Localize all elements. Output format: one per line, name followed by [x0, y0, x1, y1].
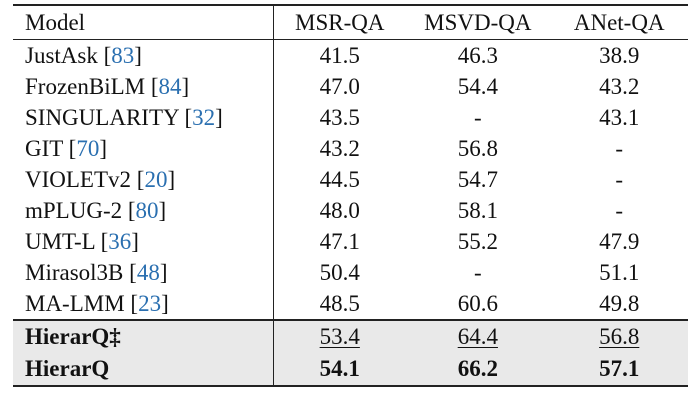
model-name: GIT: [25, 136, 63, 161]
score-cell: -: [473, 105, 482, 130]
best-score: 54.1: [319, 356, 360, 381]
second-best-score: 56.8: [599, 324, 640, 349]
model-name-cell: UMT-L [36]: [13, 226, 275, 257]
score-cell: -: [615, 136, 624, 161]
baseline-rows: JustAsk [83] 41.5 46.3 38.9 FrozenBiLM [84] 4…: [13, 39, 688, 320]
score-cell: 47.9: [599, 229, 640, 254]
citation-link[interactable]: 20: [144, 167, 168, 192]
score-cell: 54.1: [274, 353, 405, 386]
citation-link[interactable]: 84: [158, 74, 182, 99]
table-row: JustAsk [83] 41.5 46.3 38.9: [13, 39, 688, 71]
score-cell: 56.8: [457, 136, 498, 161]
model-name: mPLUG-2: [25, 198, 123, 223]
citation-link[interactable]: 32: [192, 105, 216, 130]
model-name: FrozenBiLM: [25, 74, 146, 99]
score-cell: 49.8: [599, 291, 640, 316]
score-cell: 55.2: [457, 229, 498, 254]
model-name: HierarQ‡: [13, 320, 275, 353]
model-name-cell: SINGULARITY [32]: [13, 102, 275, 133]
score-cell: 43.2: [319, 136, 360, 161]
model-name: VIOLETv2: [25, 167, 132, 192]
model-name-cell: Mirasol3B [48]: [13, 257, 275, 288]
score-cell: 58.1: [457, 198, 498, 223]
model-name-cell: mPLUG-2 [80]: [13, 195, 275, 226]
results-table: Model MSR-QA MSVD-QA ANet-QA JustAsk [83…: [13, 4, 688, 387]
model-name: SINGULARITY: [25, 105, 179, 130]
header-anet-qa: ANet-QA: [573, 10, 665, 35]
table-header: Model MSR-QA MSVD-QA ANet-QA: [13, 5, 688, 40]
citation-link[interactable]: 23: [138, 291, 162, 316]
highlighted-row: HierarQ‡ 53.4 64.4 56.8: [13, 320, 688, 353]
score-cell: 51.1: [599, 260, 640, 285]
model-name-cell: MA-LMM [23]: [13, 288, 275, 320]
table-row: UMT-L [36] 47.1 55.2 47.9: [13, 226, 688, 257]
table-row: FrozenBiLM [84] 47.0 54.4 43.2: [13, 71, 688, 102]
score-cell: 43.2: [599, 74, 640, 99]
score-cell: 48.0: [319, 198, 360, 223]
model-name-cell: JustAsk [83]: [13, 39, 275, 71]
table-row: Mirasol3B [48] 50.4 - 51.1: [13, 257, 688, 288]
score-cell: 66.2: [405, 353, 550, 386]
model-name: JustAsk: [25, 43, 98, 68]
table-row: MA-LMM [23] 48.5 60.6 49.8: [13, 288, 688, 320]
table-row: SINGULARITY [32] 43.5 - 43.1: [13, 102, 688, 133]
citation-link[interactable]: 80: [135, 198, 159, 223]
model-name: UMT-L: [25, 229, 95, 254]
proposed-rows: HierarQ‡ 53.4 64.4 56.8 HierarQ 54.1 66.2 57.1: [13, 320, 688, 386]
model-name-cell: GIT [70]: [13, 133, 275, 164]
score-cell: 56.8: [550, 320, 688, 353]
score-cell: -: [473, 260, 482, 285]
model-name: HierarQ: [13, 353, 275, 386]
score-cell: -: [615, 167, 624, 192]
model-name-cell: VIOLETv2 [20]: [13, 164, 275, 195]
score-cell: 47.1: [319, 229, 360, 254]
model-name-cell: FrozenBiLM [84]: [13, 71, 275, 102]
header-msvd-qa: MSVD-QA: [424, 10, 532, 35]
score-cell: 43.5: [319, 105, 360, 130]
citation-link[interactable]: 83: [111, 43, 135, 68]
score-cell: 64.4: [405, 320, 550, 353]
best-score: 66.2: [457, 356, 498, 381]
second-best-score: 53.4: [319, 324, 360, 349]
score-cell: 46.3: [457, 43, 498, 68]
citation-link[interactable]: 48: [136, 260, 160, 285]
model-name: Mirasol3B: [25, 260, 124, 285]
score-cell: 54.4: [457, 74, 498, 99]
score-cell: 60.6: [457, 291, 498, 316]
score-cell: 57.1: [550, 353, 688, 386]
table-row: VIOLETv2 [20] 44.5 54.7 -: [13, 164, 688, 195]
score-cell: 38.9: [599, 43, 640, 68]
model-name: MA-LMM: [25, 291, 125, 316]
header-msr-qa: MSR-QA: [295, 10, 385, 35]
score-cell: 48.5: [319, 291, 360, 316]
score-cell: 41.5: [319, 43, 360, 68]
table-row: GIT [70] 43.2 56.8 -: [13, 133, 688, 164]
score-cell: -: [615, 198, 624, 223]
best-score: 57.1: [599, 356, 640, 381]
header-model: Model: [13, 5, 275, 40]
score-cell: 50.4: [319, 260, 360, 285]
header-row: Model MSR-QA MSVD-QA ANet-QA: [13, 5, 688, 40]
citation-link[interactable]: 70: [76, 136, 100, 161]
score-cell: 47.0: [319, 74, 360, 99]
score-cell: 44.5: [319, 167, 360, 192]
score-cell: 53.4: [274, 320, 405, 353]
highlighted-row: HierarQ 54.1 66.2 57.1: [13, 353, 688, 386]
score-cell: 54.7: [457, 167, 498, 192]
table-row: mPLUG-2 [80] 48.0 58.1 -: [13, 195, 688, 226]
citation-link[interactable]: 36: [108, 229, 132, 254]
score-cell: 43.1: [599, 105, 640, 130]
second-best-score: 64.4: [457, 324, 498, 349]
